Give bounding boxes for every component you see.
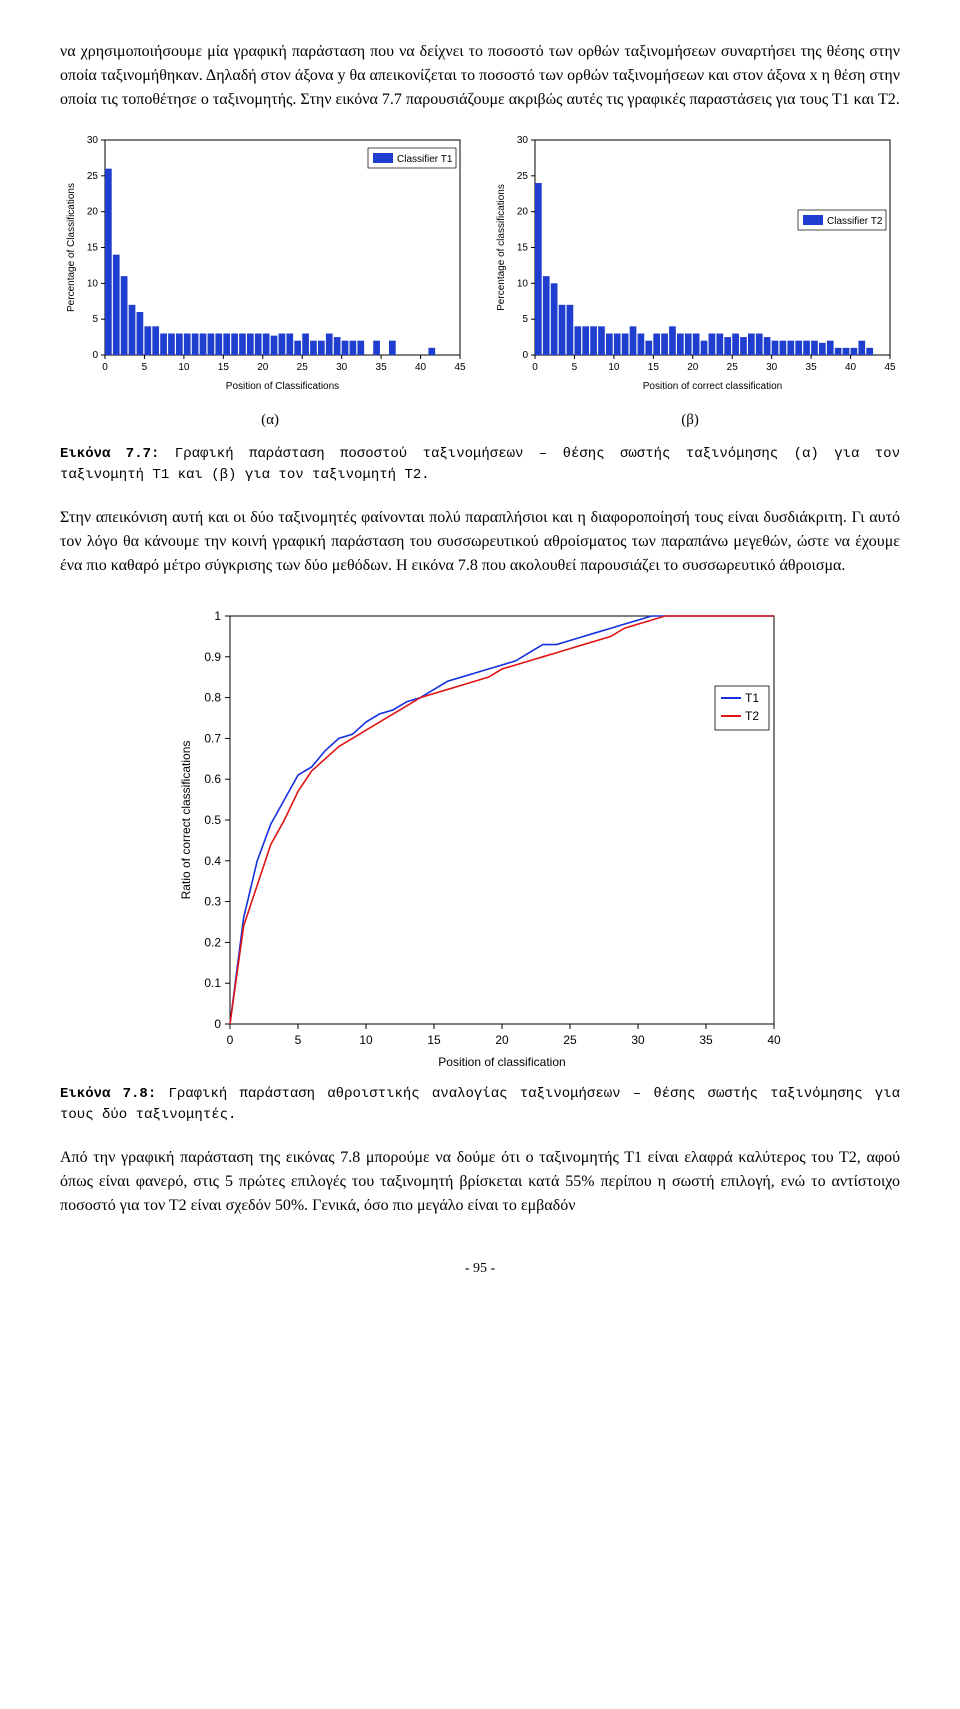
svg-text:0.3: 0.3 xyxy=(204,894,221,908)
svg-text:0: 0 xyxy=(532,362,538,373)
svg-text:30: 30 xyxy=(87,135,99,146)
sub-label-b: (β) xyxy=(681,409,699,432)
svg-text:10: 10 xyxy=(359,1033,373,1047)
svg-text:0.2: 0.2 xyxy=(204,935,221,949)
sub-label-row: (α) (β) xyxy=(60,409,900,432)
svg-text:Position of correct classifica: Position of correct classification xyxy=(643,381,783,392)
svg-text:Percentage of classifications: Percentage of classifications xyxy=(496,184,507,311)
paragraph-3: Από την γραφική παράσταση της εικόνας 7.… xyxy=(60,1146,900,1218)
svg-text:5: 5 xyxy=(572,362,578,373)
svg-text:Classifier T1: Classifier T1 xyxy=(397,154,453,165)
bar-chart-a: 0 5 10 15 20 25 30 35 40 45 0 5 10 15 20 25 30 Position o… xyxy=(60,130,470,403)
figure-7-8-caption: Εικόνα 7.8: Γραφική παράσταση αθροιστική… xyxy=(60,1084,900,1126)
caption-body: Γραφική παράσταση ποσοστού ταξινομήσεων … xyxy=(60,446,900,483)
svg-text:30: 30 xyxy=(336,362,348,373)
svg-text:0.7: 0.7 xyxy=(204,731,221,745)
svg-text:0.8: 0.8 xyxy=(204,690,221,704)
svg-text:5: 5 xyxy=(522,314,528,325)
svg-text:5: 5 xyxy=(295,1033,302,1047)
svg-text:0.5: 0.5 xyxy=(204,813,221,827)
svg-text:30: 30 xyxy=(631,1033,645,1047)
svg-text:15: 15 xyxy=(648,362,660,373)
svg-text:15: 15 xyxy=(517,243,529,254)
svg-text:20: 20 xyxy=(687,362,699,373)
svg-text:0.9: 0.9 xyxy=(204,649,221,663)
svg-text:15: 15 xyxy=(218,362,230,373)
svg-text:0: 0 xyxy=(227,1033,234,1047)
svg-text:30: 30 xyxy=(766,362,778,373)
bar-chart-b: 0 5 10 15 20 25 30 35 40 45 0 5 10 15 20 25 30 Position o… xyxy=(490,130,900,403)
svg-text:40: 40 xyxy=(845,362,857,373)
svg-text:30: 30 xyxy=(517,135,529,146)
paragraph-1: να χρησιμοποιήσουμε μία γραφική παράστασ… xyxy=(60,40,900,112)
svg-text:20: 20 xyxy=(87,207,99,218)
svg-text:Classifier T2: Classifier T2 xyxy=(827,216,883,227)
svg-text:35: 35 xyxy=(806,362,818,373)
svg-text:20: 20 xyxy=(257,362,269,373)
line-chart-svg: 0 5 10 15 20 25 30 35 40 0 0.1 0.2 0.3 0.4 0.5 0.6 0.7 0.… xyxy=(170,602,790,1072)
svg-text:0.1: 0.1 xyxy=(204,976,221,990)
svg-text:20: 20 xyxy=(495,1033,509,1047)
svg-text:1: 1 xyxy=(214,609,221,623)
bar-chart-a-svg: 0 5 10 15 20 25 30 35 40 45 0 5 10 15 20 25 30 Position o… xyxy=(60,130,470,395)
svg-text:10: 10 xyxy=(517,278,529,289)
caption-body-2: Γραφική παράσταση αθροιστικής αναλογίας … xyxy=(60,1086,900,1123)
svg-text:10: 10 xyxy=(178,362,190,373)
svg-text:0: 0 xyxy=(92,350,98,361)
svg-text:0: 0 xyxy=(214,1017,221,1031)
svg-text:40: 40 xyxy=(767,1033,781,1047)
bar-chart-b-svg: 0 5 10 15 20 25 30 35 40 45 0 5 10 15 20 25 30 Position o… xyxy=(490,130,900,395)
sub-label-a: (α) xyxy=(261,409,279,432)
line-chart-wrap: 0 5 10 15 20 25 30 35 40 0 0.1 0.2 0.3 0.4 0.5 0.6 0.7 0.… xyxy=(60,602,900,1072)
svg-text:45: 45 xyxy=(454,362,466,373)
svg-text:20: 20 xyxy=(517,207,529,218)
svg-text:15: 15 xyxy=(427,1033,441,1047)
svg-text:25: 25 xyxy=(727,362,739,373)
svg-text:Percentage of Classifications: Percentage of Classifications xyxy=(66,183,77,312)
svg-text:0.6: 0.6 xyxy=(204,772,221,786)
svg-text:0: 0 xyxy=(522,350,528,361)
svg-text:25: 25 xyxy=(517,171,529,182)
page-number: - 95 - xyxy=(60,1258,900,1279)
paragraph-2: Στην απεικόνιση αυτή και οι δύο ταξινομη… xyxy=(60,506,900,578)
svg-text:35: 35 xyxy=(699,1033,713,1047)
svg-text:40: 40 xyxy=(415,362,427,373)
svg-text:25: 25 xyxy=(87,171,99,182)
svg-text:45: 45 xyxy=(884,362,896,373)
bar-charts-row: 0 5 10 15 20 25 30 35 40 45 0 5 10 15 20 25 30 Position o… xyxy=(60,130,900,403)
svg-text:0: 0 xyxy=(102,362,108,373)
svg-text:Position of Classifications: Position of Classifications xyxy=(226,381,339,392)
svg-text:5: 5 xyxy=(92,314,98,325)
svg-text:T1: T1 xyxy=(745,691,759,705)
svg-text:10: 10 xyxy=(608,362,620,373)
figure-7-7-caption: Εικόνα 7.7: Γραφική παράσταση ποσοστού τ… xyxy=(60,444,900,486)
svg-text:Ratio of correct classificatio: Ratio of correct classifications xyxy=(179,740,193,899)
svg-text:5: 5 xyxy=(142,362,148,373)
svg-text:0.4: 0.4 xyxy=(204,853,221,867)
svg-text:35: 35 xyxy=(376,362,388,373)
svg-text:15: 15 xyxy=(87,243,99,254)
svg-text:10: 10 xyxy=(87,278,99,289)
caption-lead-2: Εικόνα 7.8: xyxy=(60,1086,156,1102)
svg-text:T2: T2 xyxy=(745,709,759,723)
caption-lead: Εικόνα 7.7: xyxy=(60,446,159,462)
svg-text:Position of classification: Position of classification xyxy=(438,1055,565,1069)
svg-text:25: 25 xyxy=(297,362,309,373)
svg-text:25: 25 xyxy=(563,1033,577,1047)
